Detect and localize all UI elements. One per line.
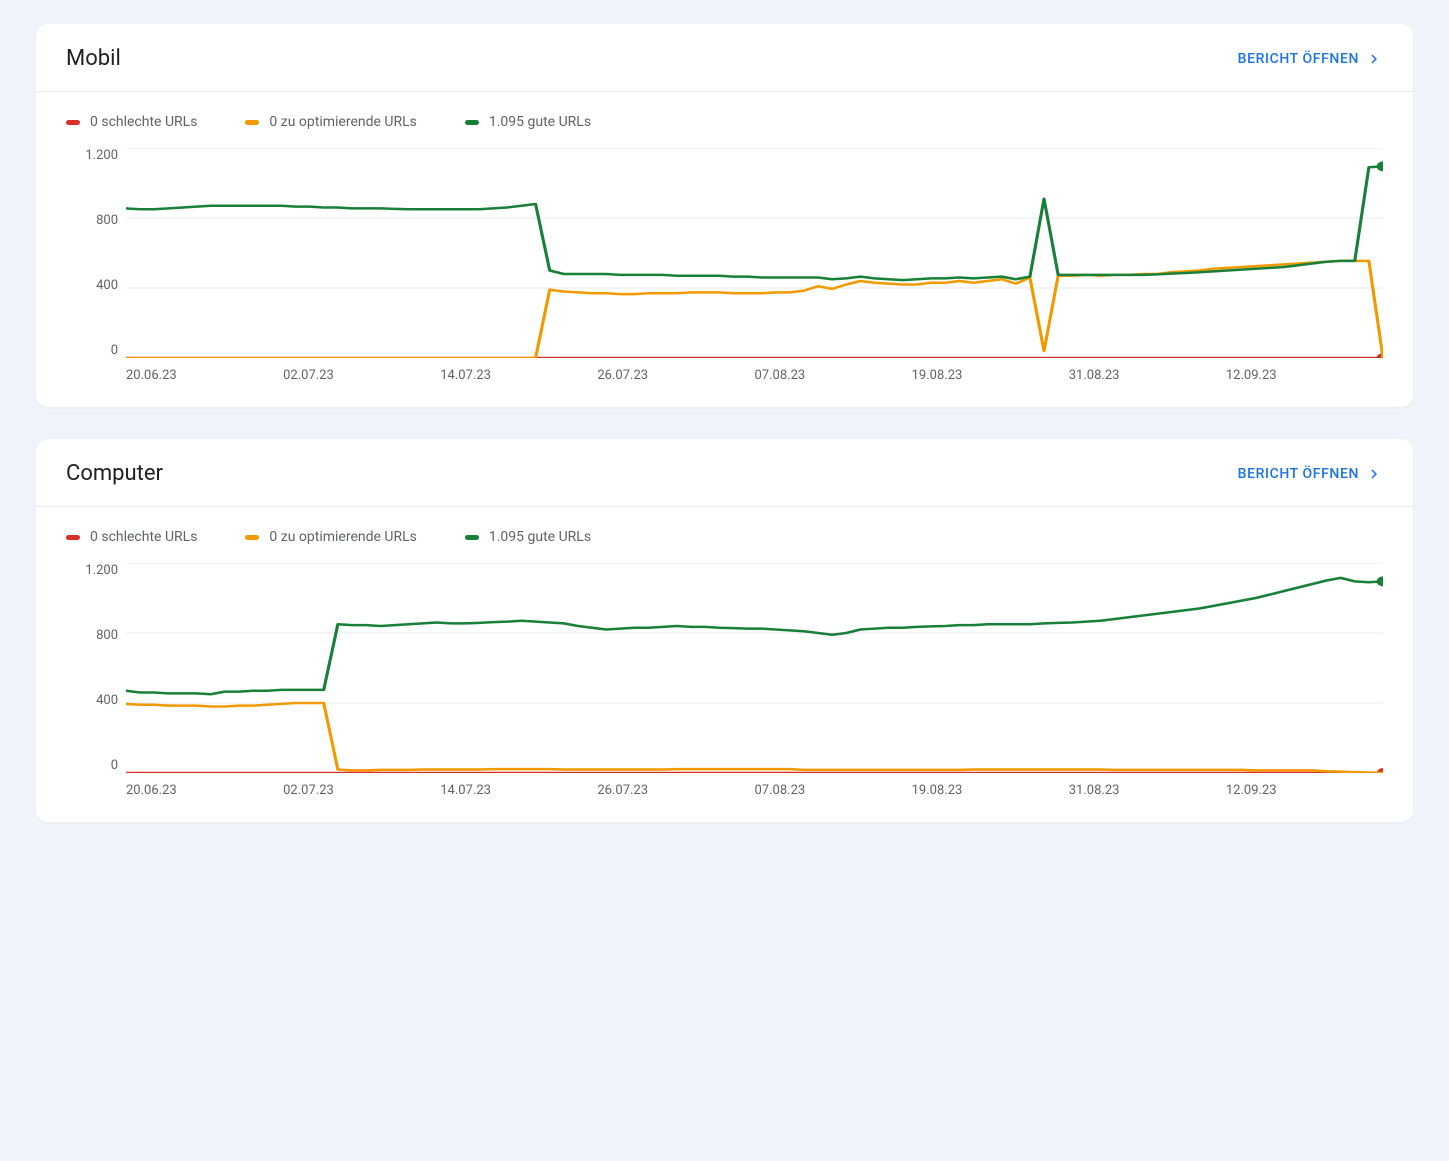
y-axis: 1.200 800 400 0 (66, 563, 126, 773)
x-tick: 26.07.23 (597, 783, 754, 798)
y-tick: 800 (66, 628, 118, 643)
legend-swatch (245, 120, 259, 125)
y-tick: 0 (66, 343, 118, 358)
chart: 1.200 800 400 0 20.06.2302.07.2314.07.2326.0… (36, 553, 1413, 822)
x-tick: 14.07.23 (440, 368, 597, 383)
series-good-end-dot (1377, 161, 1383, 171)
x-tick: 02.07.23 (283, 368, 440, 383)
series-good (126, 578, 1383, 694)
open-report-link[interactable]: BERICHT ÖFFNEN (1238, 465, 1383, 483)
chart-svg (126, 563, 1383, 773)
legend-label: 0 zu optimierende URLs (269, 529, 416, 545)
y-tick: 0 (66, 758, 118, 773)
x-tick: 07.08.23 (755, 783, 912, 798)
panel-mobile: Mobil BERICHT ÖFFNEN 0 schlechte URLs 0 zu … (36, 24, 1413, 407)
y-tick: 400 (66, 693, 118, 708)
x-tick: 26.07.23 (597, 368, 754, 383)
legend-label: 0 schlechte URLs (90, 114, 197, 130)
legend-swatch (66, 535, 80, 540)
chart-area: 1.200 800 400 0 (66, 563, 1383, 773)
chevron-right-icon (1365, 465, 1383, 483)
x-tick: 02.07.23 (283, 783, 440, 798)
chart: 1.200 800 400 0 20.06.2302.07.2314.07.2326.0… (36, 138, 1413, 407)
legend-label: 1.095 gute URLs (489, 529, 591, 545)
chart-area: 1.200 800 400 0 (66, 148, 1383, 358)
legend-label: 0 zu optimierende URLs (269, 114, 416, 130)
legend-item: 1.095 gute URLs (465, 529, 591, 545)
y-axis: 1.200 800 400 0 (66, 148, 126, 358)
legend: 0 schlechte URLs 0 zu optimierende URLs 1.… (36, 92, 1413, 138)
chart-svg (126, 148, 1383, 358)
x-tick: 31.08.23 (1069, 368, 1226, 383)
plot (126, 563, 1383, 773)
x-tick: 12.09.23 (1226, 783, 1383, 798)
series-good-end-dot (1377, 576, 1383, 586)
panel-header: Mobil BERICHT ÖFFNEN (36, 24, 1413, 92)
x-tick: 07.08.23 (755, 368, 912, 383)
legend-item: 0 zu optimierende URLs (245, 529, 416, 545)
legend-swatch (245, 535, 259, 540)
y-tick: 1.200 (66, 148, 118, 163)
y-tick: 800 (66, 213, 118, 228)
chevron-right-icon (1365, 50, 1383, 68)
series-good (126, 166, 1383, 280)
x-tick: 14.07.23 (440, 783, 597, 798)
x-tick: 19.08.23 (912, 368, 1069, 383)
open-report-label: BERICHT ÖFFNEN (1238, 51, 1359, 67)
y-tick: 400 (66, 278, 118, 293)
x-tick: 20.06.23 (126, 368, 283, 383)
panel-header: Computer BERICHT ÖFFNEN (36, 439, 1413, 507)
legend-label: 1.095 gute URLs (489, 114, 591, 130)
legend-swatch (465, 535, 479, 540)
plot (126, 148, 1383, 358)
legend-item: 0 zu optimierende URLs (245, 114, 416, 130)
y-tick: 1.200 (66, 563, 118, 578)
panel-title: Mobil (66, 46, 121, 71)
series-needs_improve (126, 703, 1383, 773)
legend-item: 0 schlechte URLs (66, 114, 197, 130)
x-tick: 12.09.23 (1226, 368, 1383, 383)
x-axis: 20.06.2302.07.2314.07.2326.07.2307.08.23… (126, 358, 1383, 383)
panel-title: Computer (66, 461, 163, 486)
legend-label: 0 schlechte URLs (90, 529, 197, 545)
series-needs_improve (126, 261, 1383, 358)
legend-swatch (66, 120, 80, 125)
legend-item: 1.095 gute URLs (465, 114, 591, 130)
x-tick: 20.06.23 (126, 783, 283, 798)
x-tick: 19.08.23 (912, 783, 1069, 798)
legend-swatch (465, 120, 479, 125)
legend-item: 0 schlechte URLs (66, 529, 197, 545)
legend: 0 schlechte URLs 0 zu optimierende URLs 1.… (36, 507, 1413, 553)
open-report-label: BERICHT ÖFFNEN (1238, 466, 1359, 482)
x-axis: 20.06.2302.07.2314.07.2326.07.2307.08.23… (126, 773, 1383, 798)
x-tick: 31.08.23 (1069, 783, 1226, 798)
open-report-link[interactable]: BERICHT ÖFFNEN (1238, 50, 1383, 68)
panel-computer: ComputerBERICHT ÖFFNEN0 schlechte URLs0 … (36, 439, 1413, 822)
